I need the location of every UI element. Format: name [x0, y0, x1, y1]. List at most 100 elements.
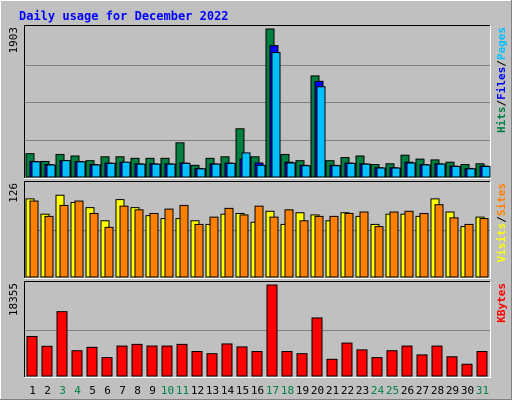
bar-sites [179, 204, 189, 278]
bar-sites [389, 211, 399, 278]
bar-sites [479, 218, 489, 278]
bar-kbytes [266, 284, 278, 377]
bar-kbytes [371, 357, 383, 377]
bar-sites [299, 220, 309, 278]
bar-kbytes [326, 358, 338, 377]
day-label: 23 [356, 384, 369, 397]
day-label: 26 [401, 384, 414, 397]
legend-pages: Pages [495, 27, 508, 60]
bar-kbytes [26, 335, 38, 377]
bar-kbytes [461, 363, 473, 377]
bar-kbytes [71, 350, 83, 377]
bar-sites [464, 223, 474, 278]
bar-kbytes [251, 351, 263, 377]
bar-pages [226, 162, 236, 178]
bar-sites [449, 217, 459, 278]
bar-sites [104, 226, 114, 278]
bar-kbytes [341, 342, 353, 377]
bar-sites [434, 204, 444, 278]
day-label: 5 [89, 384, 96, 397]
bar-sites [329, 215, 339, 278]
bar-sites [149, 212, 159, 278]
bar-kbytes [176, 343, 188, 377]
day-label: 15 [236, 384, 249, 397]
visits_panel: 126 Visits/Sites [7, 181, 508, 279]
bar-pages [61, 160, 71, 178]
legend-visits: Visits [495, 223, 508, 263]
bar-sites [239, 214, 249, 278]
bar-sites [44, 215, 54, 278]
bar-sites [269, 216, 279, 278]
visits_panel-ymax-label: 126 [7, 183, 20, 203]
chart-panels: 1903Hits/Files/Pages126Visits/Sites18355… [7, 25, 508, 378]
bar-kbytes [401, 345, 413, 377]
bar-pages [316, 86, 326, 178]
bar-sites [194, 223, 204, 278]
legend-separator: / [495, 100, 508, 107]
day-label: 11 [176, 384, 189, 397]
bar-sites [359, 211, 369, 278]
day-label: 27 [416, 384, 429, 397]
day-label: 22 [341, 384, 354, 397]
bar-kbytes [101, 357, 113, 377]
bar-pages [331, 165, 341, 178]
day-label: 3 [59, 384, 66, 397]
kbytes_panel-axis-legend: KBytes [495, 283, 508, 323]
bar-kbytes [281, 351, 293, 377]
bar-kbytes [191, 351, 203, 377]
day-label: 19 [296, 384, 309, 397]
day-label: 9 [149, 384, 156, 397]
bar-kbytes [131, 343, 143, 377]
bar-pages [151, 163, 161, 178]
day-label: 17 [266, 384, 279, 397]
hits_panel-axis-legend: Hits/Files/Pages [495, 27, 508, 133]
day-label: 1 [29, 384, 36, 397]
day-label: 28 [431, 384, 444, 397]
bar-pages [436, 163, 446, 178]
bar-sites [254, 205, 264, 278]
day-label: 8 [134, 384, 141, 397]
day-label: 6 [104, 384, 111, 397]
bar-pages [466, 168, 476, 178]
bar-sites [164, 208, 174, 278]
bar-pages [31, 161, 41, 178]
bar-kbytes [161, 345, 173, 377]
bar-pages [166, 163, 176, 178]
bar-kbytes [311, 317, 323, 377]
day-label: 21 [326, 384, 339, 397]
bar-sites [89, 212, 99, 278]
bar-pages [136, 163, 146, 178]
day-label: 20 [311, 384, 324, 397]
bar-pages [406, 162, 416, 178]
bar-pages [451, 166, 461, 178]
bar-sites [209, 216, 219, 278]
legend-sites: Sites [495, 183, 508, 216]
day-label: 24 [371, 384, 385, 397]
bar-pages [46, 164, 56, 178]
bar-sites [224, 207, 234, 278]
bar-sites [284, 209, 294, 278]
legend-files: Files [495, 67, 508, 100]
bar-pages [481, 166, 491, 178]
day-label: 31 [476, 384, 489, 397]
kbytes_panel: 18355 KBytes [7, 281, 508, 378]
bar-pages [76, 161, 86, 178]
bar-kbytes [146, 345, 158, 377]
legend-hits: Hits [495, 107, 508, 134]
bar-pages [286, 162, 296, 178]
day-label: 18 [281, 384, 294, 397]
bar-pages [121, 161, 131, 178]
day-label: 29 [446, 384, 459, 397]
bar-pages [241, 152, 251, 178]
bar-pages [271, 52, 281, 178]
bar-pages [346, 162, 356, 178]
legend-separator: / [495, 216, 508, 223]
day-labels: 1 2 3 4 5 6 7 8 9 10 11 12 13 14 15 16 17 18 19 20 21 22 23 24 2… [29, 384, 489, 397]
bar-pages [376, 167, 386, 178]
bar-kbytes [446, 356, 458, 377]
bar-kbytes [221, 343, 233, 377]
chart-title: Daily usage for December 2022 [19, 9, 229, 23]
bar-pages [181, 162, 191, 178]
bar-kbytes [41, 345, 53, 377]
bar-sites [74, 200, 84, 278]
